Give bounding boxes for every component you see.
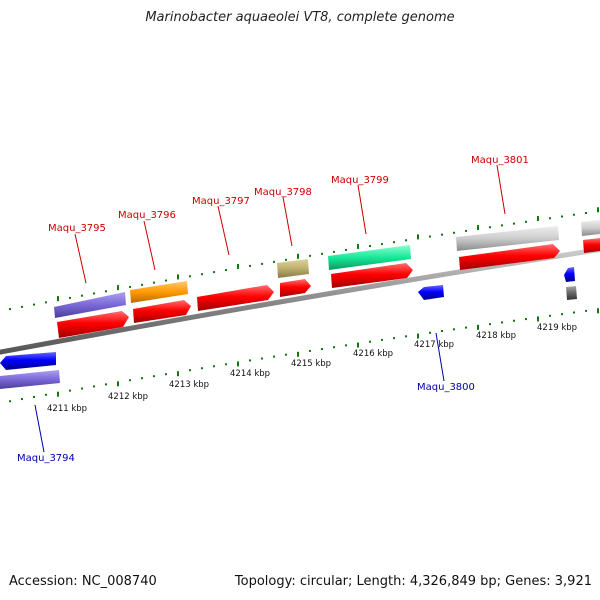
cds-maqu-3801[interactable]: [459, 244, 560, 270]
scale-label: 4213 kbp: [169, 380, 209, 390]
scale-label: 4216 kbp: [353, 349, 393, 359]
gene-label-maqu-3800[interactable]: Maqu_3800: [417, 382, 475, 393]
scale-label: 4217 kbp: [414, 340, 454, 350]
gene-label-maqu-3801[interactable]: Maqu_3801: [471, 155, 529, 166]
cds-maqu-3796[interactable]: [133, 300, 191, 323]
cds-right-edge[interactable]: [583, 238, 600, 253]
forward-label-leaders: [74, 164, 506, 284]
small-gray-feature[interactable]: [566, 286, 577, 300]
inner-tick-ring: [9, 308, 599, 403]
accession-label: Accession: NC_008740: [9, 574, 157, 589]
gene-label-maqu-3796[interactable]: Maqu_3796: [118, 210, 176, 221]
scale-label: 4211 kbp: [47, 404, 87, 414]
cds-maqu-3797[interactable]: [197, 285, 274, 311]
cds-maqu-3799[interactable]: [331, 263, 413, 288]
gene-label-maqu-3799[interactable]: Maqu_3799: [331, 175, 389, 186]
cds-maqu-3795[interactable]: [57, 311, 129, 338]
genome-summary: Topology: circular; Length: 4,326,849 bp…: [234, 574, 592, 589]
scale-label: 4218 kbp: [476, 331, 516, 341]
gene-label-maqu-3794[interactable]: Maqu_3794: [17, 453, 75, 464]
rrna-feature-right-edge[interactable]: [581, 220, 600, 236]
rrna-feature-3794[interactable]: [0, 370, 60, 389]
rrna-feature-3796[interactable]: [130, 281, 188, 303]
scale-label: 4215 kbp: [291, 359, 331, 369]
rrna-feature-3798[interactable]: [277, 259, 309, 278]
scale-label: 4214 kbp: [230, 369, 270, 379]
gene-label-maqu-3795[interactable]: Maqu_3795: [48, 223, 106, 234]
cds-maqu-3798[interactable]: [280, 279, 311, 297]
gene-label-maqu-3797[interactable]: Maqu_3797: [192, 196, 250, 207]
outer-tick-ring: [9, 207, 599, 311]
scale-label: 4212 kbp: [108, 392, 148, 402]
cds-maqu-3800-reverse[interactable]: [418, 285, 444, 300]
reverse-label-leaders: [34, 332, 445, 453]
rrna-feature-3801[interactable]: [456, 226, 559, 251]
cds-maqu-3794-reverse[interactable]: [0, 352, 56, 370]
cds-small-reverse[interactable]: [564, 267, 575, 282]
scale-label: 4219 kbp: [537, 323, 577, 333]
gene-label-maqu-3798[interactable]: Maqu_3798: [254, 187, 312, 198]
map-title: Marinobacter aquaeolei VT8, complete gen…: [145, 10, 455, 25]
rrna-feature-3795[interactable]: [54, 292, 126, 318]
rrna-feature-3799[interactable]: [328, 245, 411, 270]
